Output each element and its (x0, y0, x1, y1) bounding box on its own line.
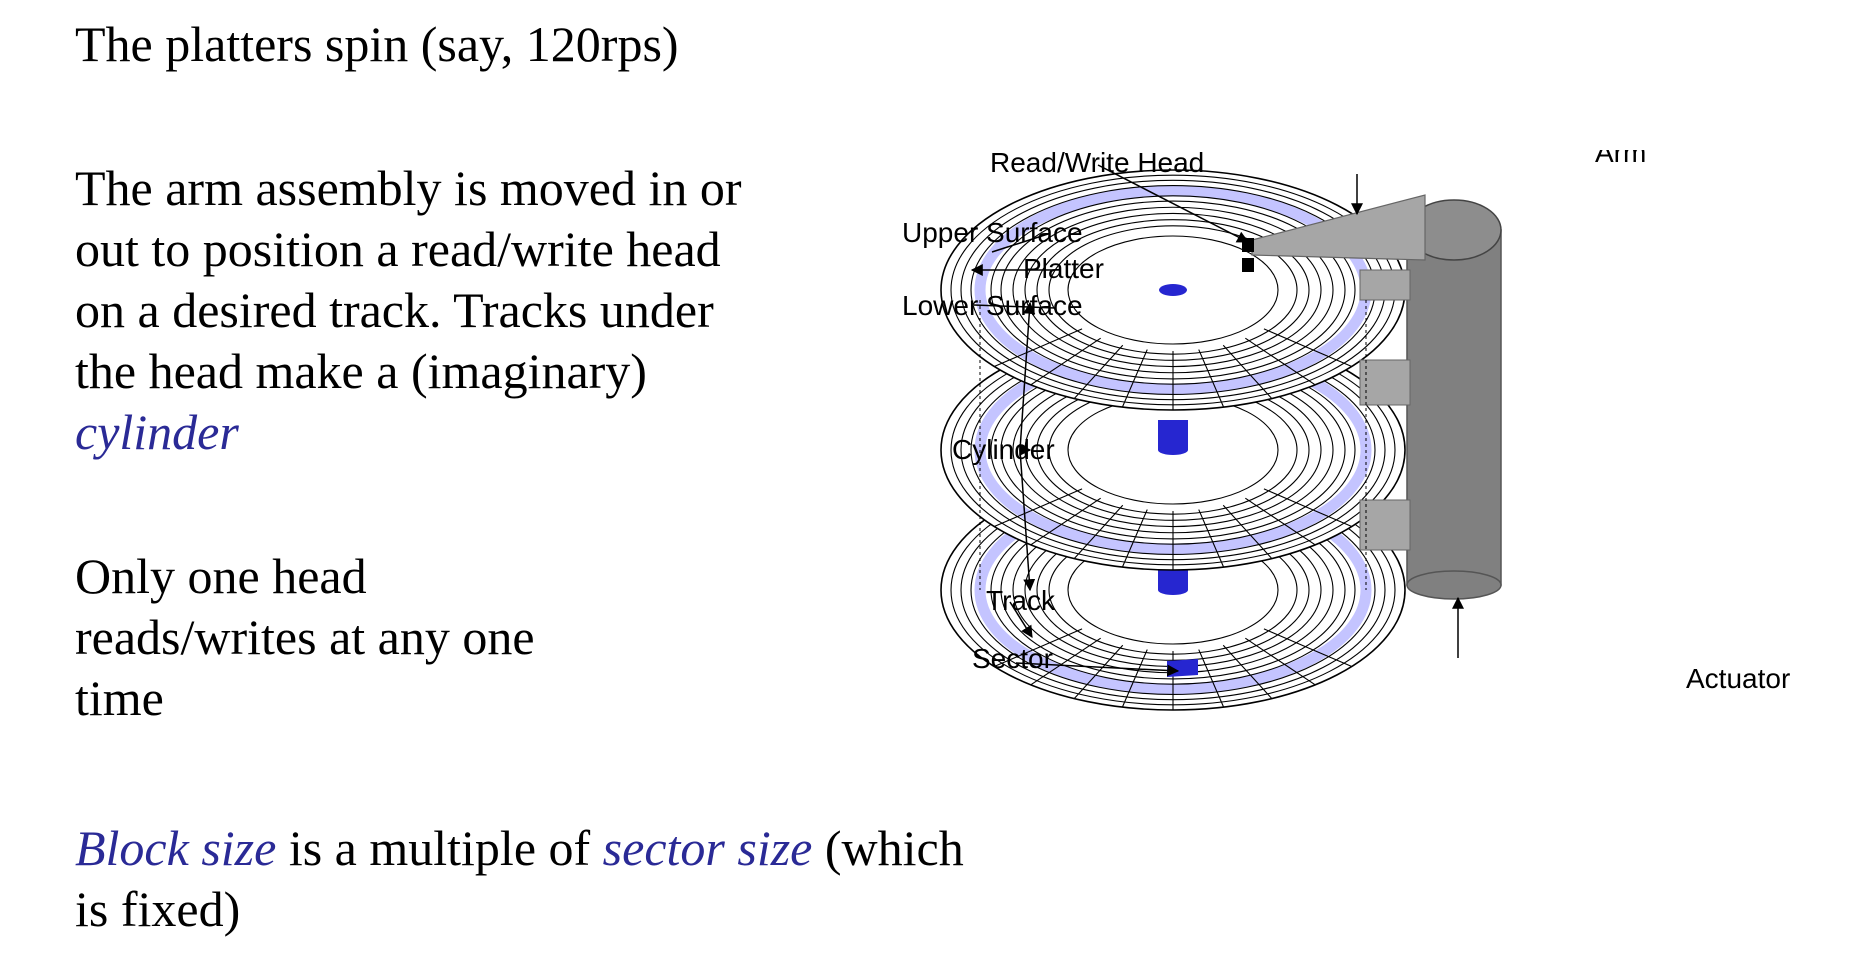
actuator-base (1406, 570, 1502, 600)
spindle-hole (1159, 284, 1187, 296)
spin-text: The platters spin (say, 120rps) (75, 16, 679, 72)
arm-stub-3 (1359, 499, 1411, 551)
sector-divider (994, 488, 1083, 527)
cylinder-term: cylinder (75, 404, 239, 460)
block-size-line-2: is fixed) (75, 881, 241, 937)
sector-divider (1245, 337, 1316, 386)
sector-divider (1263, 628, 1352, 667)
arm-line-3: on a desired track. Tracks under (75, 282, 714, 338)
one-head-line-1: Only one head (75, 548, 367, 604)
callout-upper-surface (991, 233, 1049, 253)
label-actuator: Actuator (1686, 663, 1790, 694)
arm-line-2: out to position a read/write head (75, 221, 721, 277)
block-size-term: Block size (75, 820, 277, 876)
callout-sector (1015, 662, 1180, 677)
sector-divider (1198, 649, 1225, 708)
label-track: Track (986, 585, 1056, 616)
arm-stack (1242, 194, 1426, 551)
one-head-line-3: time (75, 670, 164, 726)
spindle-base (1158, 585, 1188, 595)
read-write-head-lower (1242, 258, 1254, 272)
label-cylinder: Cylinder (952, 434, 1055, 465)
arm-stub-1 (1359, 269, 1411, 301)
sector-divider (1222, 344, 1273, 399)
callout-read-write-head (1097, 164, 1250, 243)
sector-divider (1030, 637, 1101, 686)
block-size-tail: (which (812, 820, 964, 876)
arm-line-4: the head make a (imaginary) (75, 343, 647, 399)
one-head-line-2: reads/writes at any one (75, 609, 535, 665)
sector-divider (1073, 504, 1124, 559)
sector-divider (1073, 644, 1124, 699)
callout-cylinder-1 (1019, 301, 1036, 451)
sector-divider (1073, 344, 1124, 399)
sector-size-term: sector size (602, 820, 813, 876)
spin-statement: The platters spin (say, 120rps) (75, 14, 679, 75)
label-callouts (970, 164, 1464, 677)
sector-divider (1222, 504, 1273, 559)
sector-divider (1121, 509, 1148, 568)
label-upper-surface: Upper Surface (902, 217, 1083, 248)
sector-divider (1121, 349, 1148, 408)
block-size-mid: is a multiple of (276, 820, 603, 876)
callout-cylinder-3 (1019, 449, 1036, 592)
sector-divider (994, 628, 1083, 667)
label-sector: Sector (972, 643, 1053, 674)
sector-divider (1030, 497, 1101, 546)
block-size-paragraph: Block size is a multiple of sector size … (75, 818, 1035, 940)
sector-divider (994, 328, 1083, 367)
label-lower-surface: Lower Surface (902, 290, 1083, 321)
label-arm: Arm (1595, 150, 1646, 168)
label-platter: Platter (1023, 253, 1104, 284)
spindle-base (1158, 445, 1188, 455)
sector-divider (1245, 497, 1316, 546)
sector-divider (1198, 509, 1225, 568)
sector-divider (1263, 488, 1352, 527)
arm-line-1: The arm assembly is moved in or (75, 160, 742, 216)
disk-diagram: Read/Write Head Arm Upper Surface Platte… (902, 150, 1790, 711)
sector-divider (1222, 644, 1273, 699)
sector-divider (1245, 637, 1316, 686)
sector-divider (1198, 349, 1225, 408)
one-head-paragraph: Only one head reads/writes at any one ti… (75, 546, 675, 729)
actuator-body (1406, 229, 1502, 586)
callout-lower-surface (973, 304, 1056, 309)
platter-stack (940, 169, 1406, 711)
arm-assembly-paragraph: The arm assembly is moved in or out to p… (75, 158, 875, 463)
callout-track (1009, 601, 1033, 639)
sector-divider (1121, 649, 1148, 708)
actuator-assembly (1406, 199, 1502, 600)
highlighted-sector (1167, 659, 1198, 677)
arm-stub-2 (1359, 359, 1411, 406)
label-read-write-head: Read/Write Head (990, 150, 1204, 178)
sector-divider (1030, 337, 1101, 386)
cylinder-guide-lines (979, 300, 1367, 590)
sector-divider (1263, 328, 1352, 367)
